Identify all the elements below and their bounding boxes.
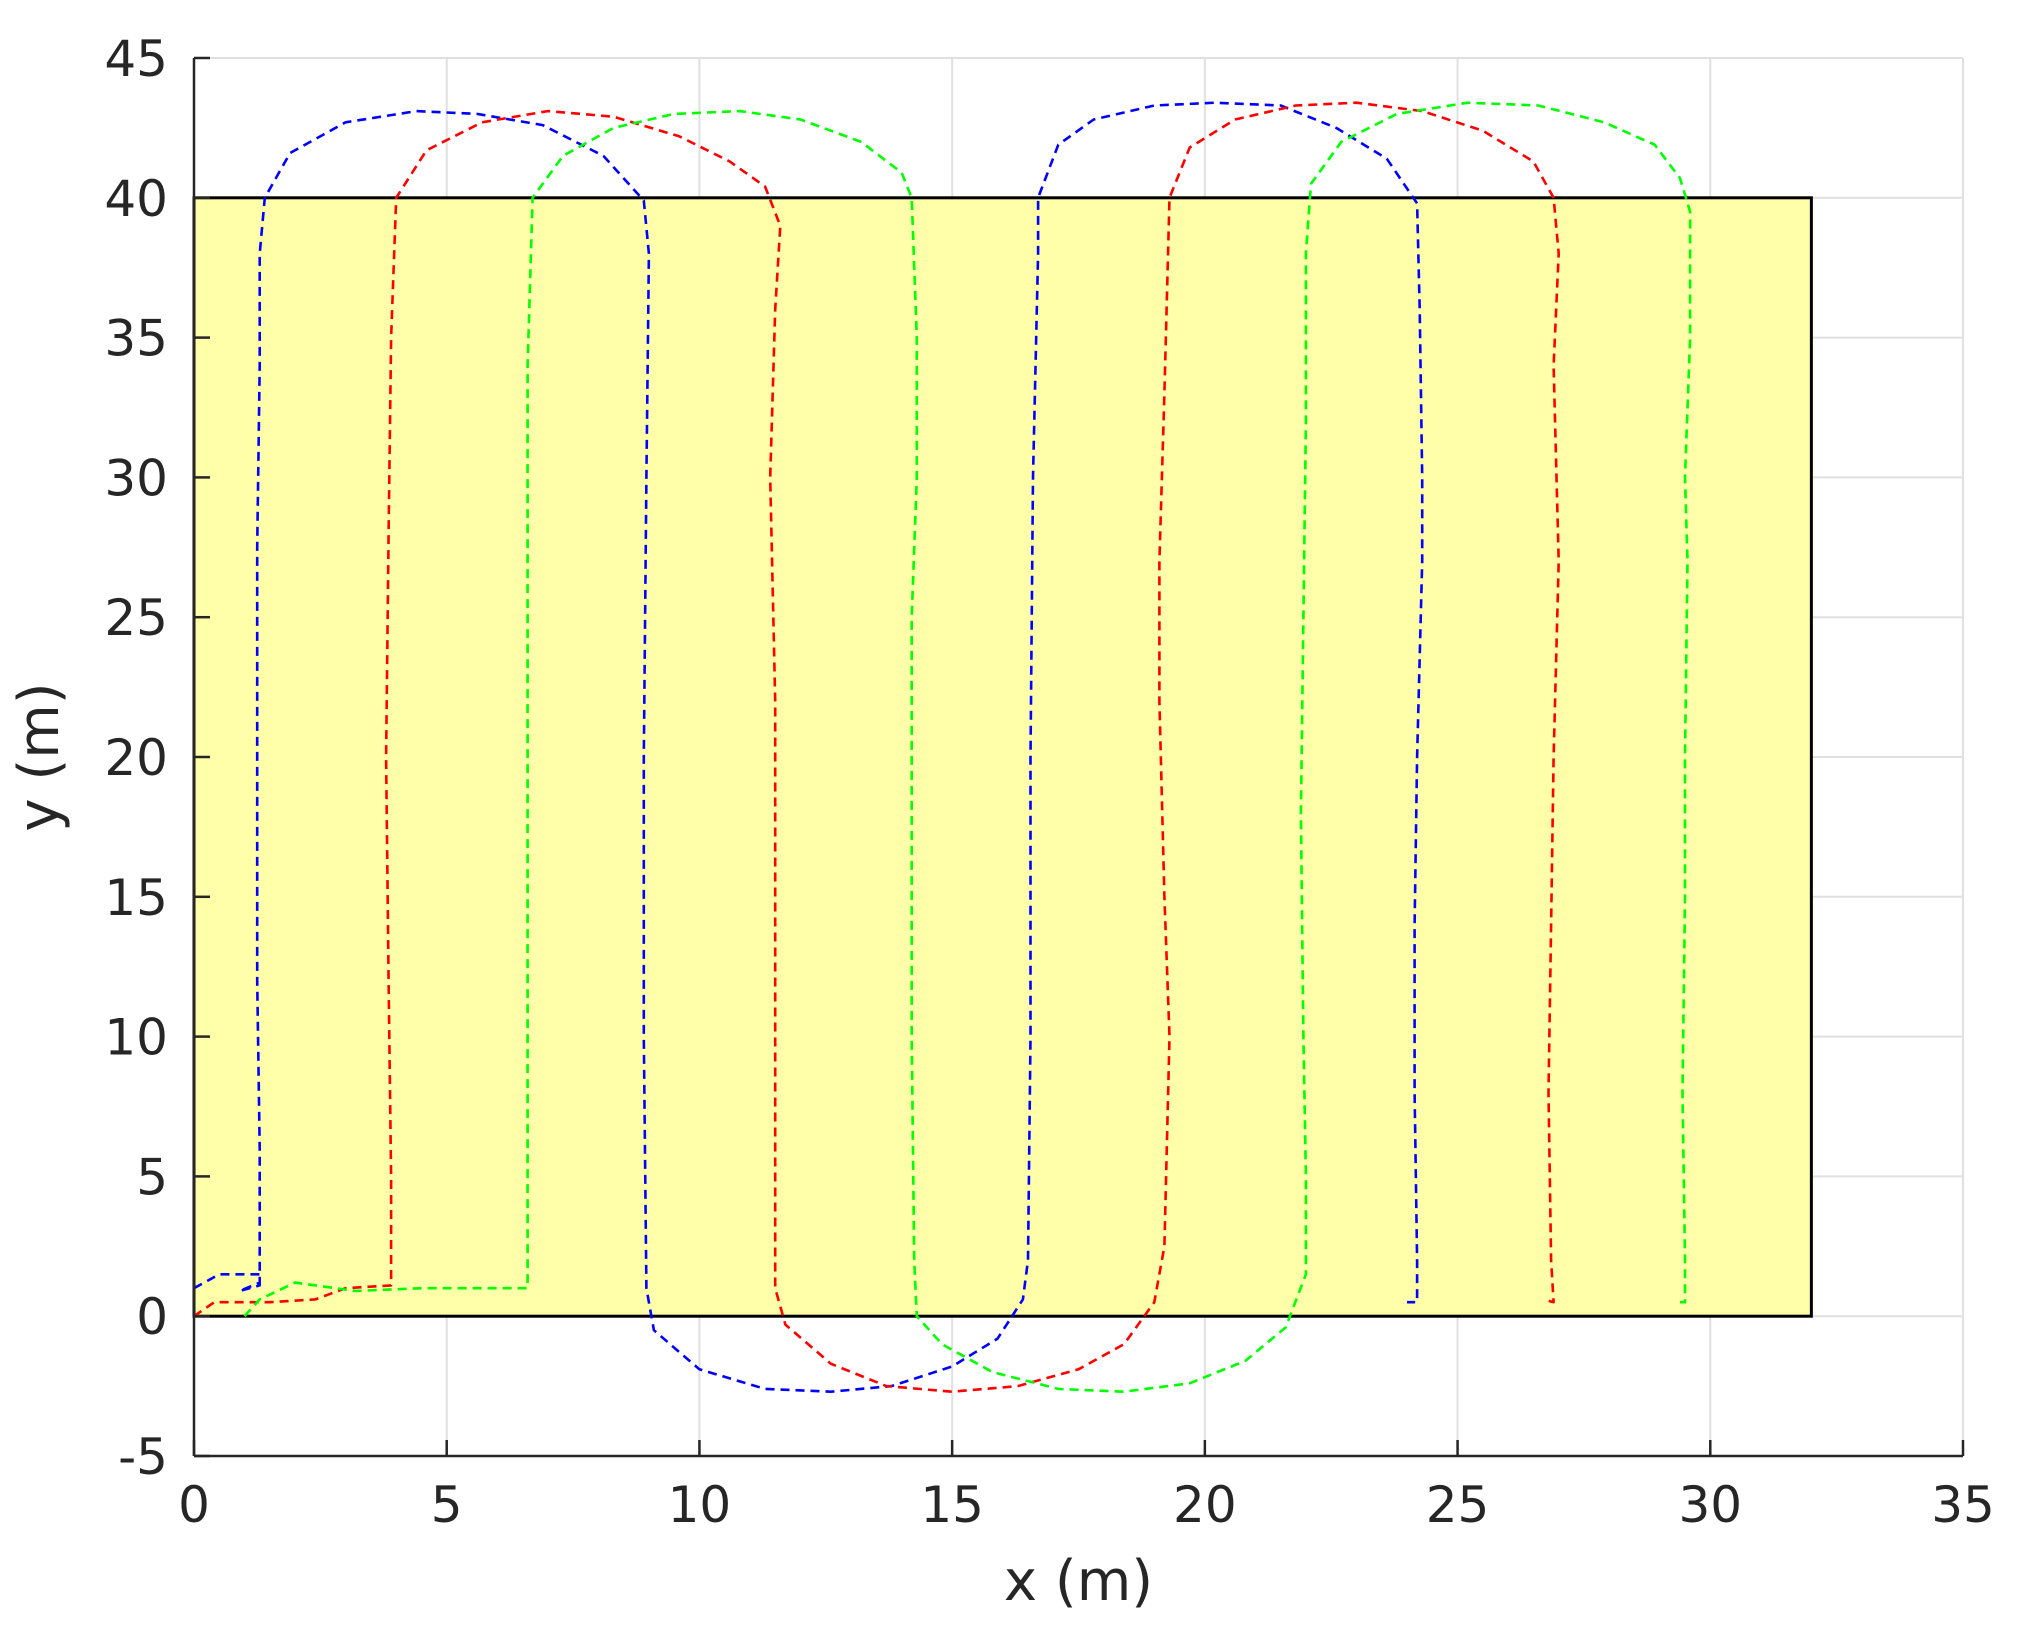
y-tick-label: 5 [136,1148,168,1206]
x-tick-label: 15 [920,1476,984,1534]
x-tick-label: 5 [431,1476,463,1534]
x-tick-label: 35 [1931,1476,1995,1534]
y-tick-label: 10 [104,1009,168,1067]
x-tick-labels: 0 5 10 15 20 25 30 35 [178,1476,1995,1534]
coverage-region [192,196,1813,1318]
y-axis-label: y (m) [7,682,72,831]
y-tick-labels: -5 0 5 10 15 20 25 30 35 40 45 [104,30,168,1486]
y-tick-label: 20 [104,729,168,787]
x-tick-label: 0 [178,1476,210,1534]
trajectory-series-3 [243,101,1692,1393]
axis-ticks [192,56,1965,1458]
x-tick-label: 20 [1173,1476,1237,1534]
trajectory-series-2 [193,101,1560,1393]
y-tick-label: 0 [136,1288,168,1346]
x-axis-label: x (m) [1004,1549,1153,1614]
y-tick-label: 35 [104,310,168,368]
y-tick-label: 45 [104,30,168,88]
x-tick-label: 10 [668,1476,732,1534]
trajectory-lines [193,101,1692,1393]
x-tick-label: 30 [1678,1476,1742,1534]
y-tick-label: 30 [104,449,168,507]
y-tick-label: -5 [118,1428,168,1486]
y-tick-label: 15 [104,869,168,927]
x-tick-label: 25 [1426,1476,1490,1534]
y-tick-label: 40 [104,170,168,228]
trajectory-series-1 [193,101,1424,1393]
y-tick-label: 25 [104,589,168,647]
